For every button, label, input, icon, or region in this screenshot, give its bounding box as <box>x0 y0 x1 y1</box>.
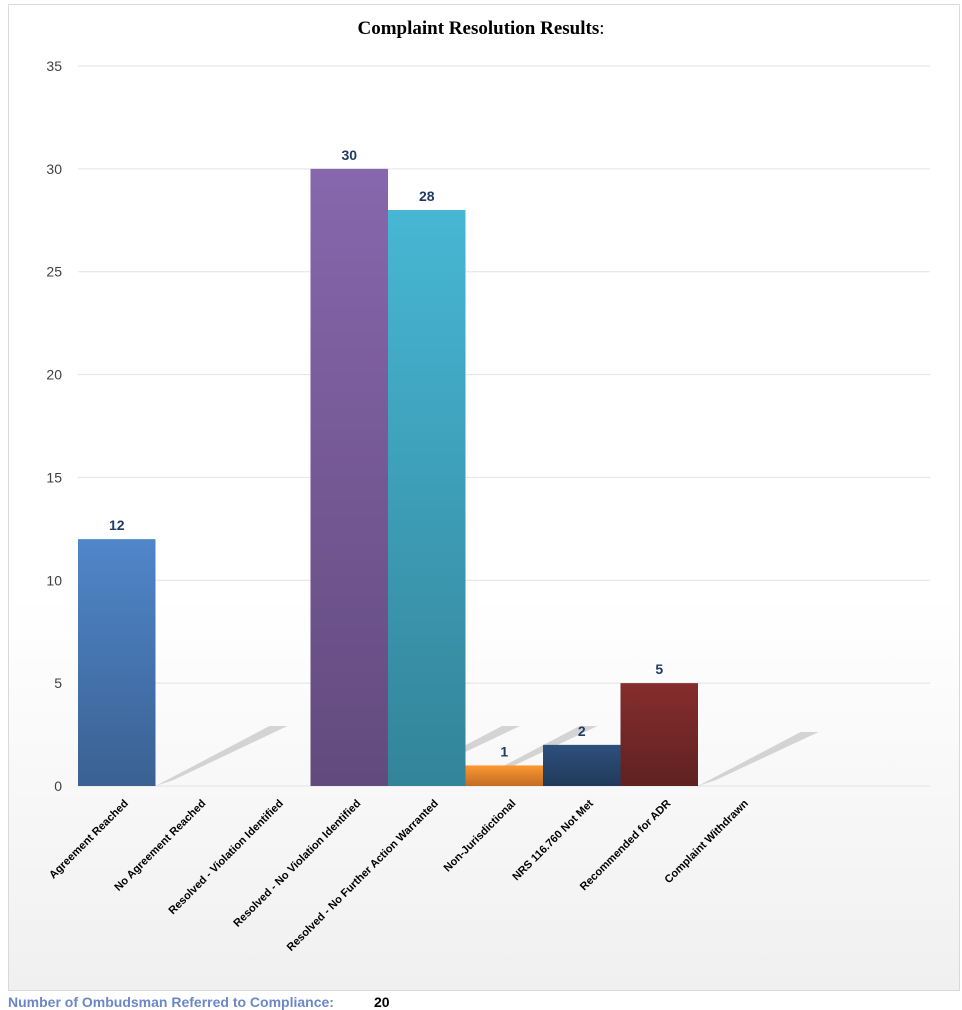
bar-shadow <box>155 726 288 786</box>
data-label: 12 <box>109 517 125 533</box>
y-tick-label: 15 <box>46 469 62 485</box>
x-tick-label: Recommended for ADR <box>578 798 674 894</box>
bar <box>310 168 388 786</box>
bar <box>465 765 543 786</box>
chart-title-colon: : <box>599 18 605 39</box>
footer-value: 20 <box>373 994 390 1010</box>
y-tick-label: 5 <box>54 675 62 691</box>
gridlines <box>78 65 930 787</box>
x-tick-label: No Agreement Reached <box>112 798 208 894</box>
data-label: 1 <box>500 743 508 759</box>
x-tick-label: Resolved - No Further Action Warranted <box>285 798 441 954</box>
y-tick-label: 35 <box>46 58 62 74</box>
data-label: 5 <box>655 661 663 677</box>
y-tick-label: 25 <box>46 264 62 280</box>
data-label: 30 <box>341 147 357 163</box>
x-tick-label: Agreement Reached <box>47 798 131 882</box>
y-tick-label: 0 <box>54 778 62 794</box>
data-label: 28 <box>419 188 435 204</box>
chart-title-text: Complaint Resolution Results <box>357 18 600 39</box>
bars <box>78 168 698 786</box>
y-tick-label: 10 <box>46 572 62 588</box>
chart-title: Complaint Resolution Results: <box>0 18 962 40</box>
footer-label: Number of Ombudsman Referred to Complian… <box>8 994 334 1010</box>
y-tick-label: 20 <box>46 367 62 383</box>
y-tick-label: 30 <box>46 161 62 177</box>
data-label: 2 <box>578 723 586 739</box>
y-axis-ticks: 0 5 10 15 20 25 30 35 <box>46 58 62 794</box>
bar <box>543 744 621 786</box>
x-tick-label: NRS 116.760 Not Met <box>510 797 596 883</box>
bar <box>388 210 466 786</box>
bar <box>78 539 156 786</box>
footer-note: Number of Ombudsman Referred to Complian… <box>8 994 390 1010</box>
bar-shadow <box>698 732 819 786</box>
x-tick-label: Resolved - No Violation Identified <box>231 798 363 930</box>
bar <box>620 683 698 786</box>
x-tick-label: Non-Jurisdictional <box>442 798 519 875</box>
x-tick-label: Complaint Withdrawn <box>663 797 752 886</box>
